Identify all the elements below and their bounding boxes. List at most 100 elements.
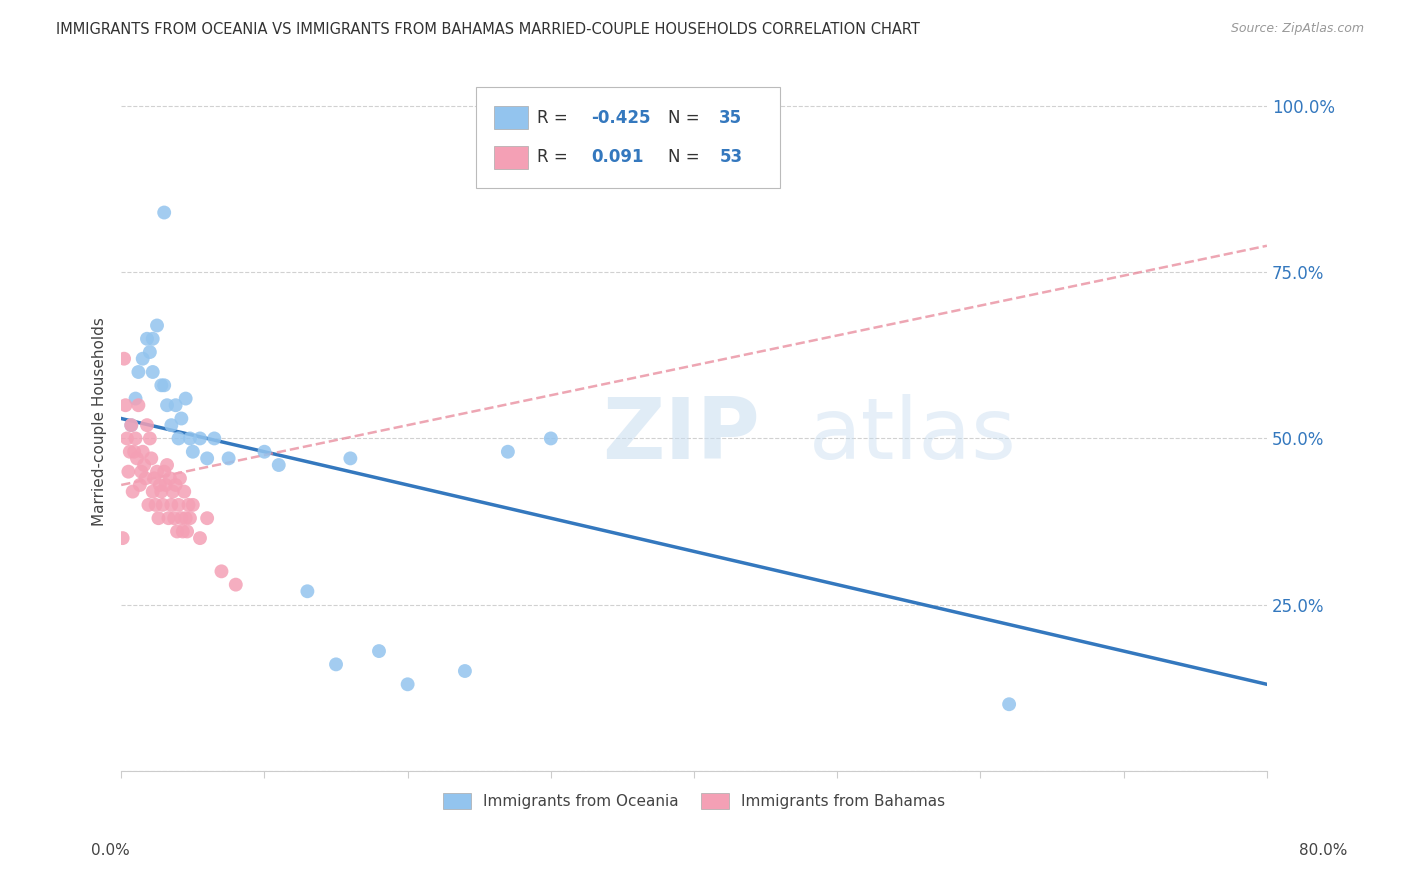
Text: R =: R = [537,109,574,127]
Point [142,365,165,379]
Point [163,511,186,525]
Point [339,451,361,466]
Text: -0.425: -0.425 [591,109,651,127]
Point [162,484,184,499]
Point [125,451,148,466]
Point [139,432,162,446]
Point [148,511,170,525]
Point [211,565,233,579]
Point [117,465,139,479]
Point [170,511,193,525]
Text: 0.091: 0.091 [591,148,644,167]
Point [496,444,519,458]
Point [153,205,176,219]
Point [454,664,477,678]
Point [218,451,240,466]
Point [368,644,391,658]
FancyBboxPatch shape [494,146,527,169]
Point [157,511,180,525]
Point [127,365,149,379]
Point [118,444,141,458]
Text: 35: 35 [720,109,742,127]
FancyBboxPatch shape [477,87,780,188]
Point [152,498,174,512]
Point [156,458,179,472]
Point [169,471,191,485]
Text: atlas: atlas [808,394,1017,477]
Point [124,432,146,446]
Point [195,451,218,466]
Point [172,524,194,539]
Point [141,451,163,466]
Point [181,498,204,512]
Point [181,444,204,458]
Point [120,418,142,433]
FancyBboxPatch shape [494,106,527,128]
Point [131,444,153,458]
Text: R =: R = [537,148,574,167]
Point [134,458,156,472]
Point [156,398,179,412]
Point [267,458,290,472]
Text: IMMIGRANTS FROM OCEANIA VS IMMIGRANTS FROM BAHAMAS MARRIED-COUPLE HOUSEHOLDS COR: IMMIGRANTS FROM OCEANIA VS IMMIGRANTS FR… [56,22,920,37]
Point [160,418,183,433]
Point [297,584,319,599]
Point [155,478,177,492]
Point [122,444,145,458]
Point [146,465,169,479]
Point [139,345,162,359]
Text: N =: N = [668,148,704,167]
Text: 53: 53 [720,148,742,167]
Point [179,432,201,446]
Point [128,478,150,492]
Point [167,498,190,512]
Point [174,392,197,406]
Point [114,398,136,412]
Point [165,398,187,412]
Point [159,471,181,485]
Point [149,478,172,492]
Point [127,398,149,412]
Point [396,677,419,691]
Point [179,511,201,525]
Point [174,511,197,525]
Point [142,332,165,346]
Point [188,432,211,446]
Point [176,524,198,539]
Point [143,471,166,485]
Text: Source: ZipAtlas.com: Source: ZipAtlas.com [1230,22,1364,36]
Point [177,498,200,512]
Point [540,432,562,446]
Point [167,432,190,446]
Point [173,484,195,499]
Point [998,698,1021,712]
Point [195,511,218,525]
Legend: Immigrants from Oceania, Immigrants from Bahamas: Immigrants from Oceania, Immigrants from… [437,787,952,815]
Point [153,465,176,479]
Point [225,577,247,591]
Point [165,478,187,492]
Point [166,524,188,539]
Point [170,411,193,425]
Point [121,484,143,499]
Point [129,465,152,479]
Text: 80.0%: 80.0% [1299,843,1347,858]
Point [160,498,183,512]
Point [142,484,165,499]
Text: N =: N = [668,109,704,127]
Y-axis label: Married-couple Households: Married-couple Households [93,318,107,526]
Point [112,351,135,366]
Point [131,351,153,366]
Point [150,378,173,392]
Point [124,392,146,406]
Point [115,432,138,446]
Point [120,418,142,433]
Point [138,498,160,512]
Point [146,318,169,333]
Point [150,484,173,499]
Point [325,657,347,672]
Point [202,432,225,446]
Point [135,471,157,485]
Point [136,418,159,433]
Point [145,498,167,512]
